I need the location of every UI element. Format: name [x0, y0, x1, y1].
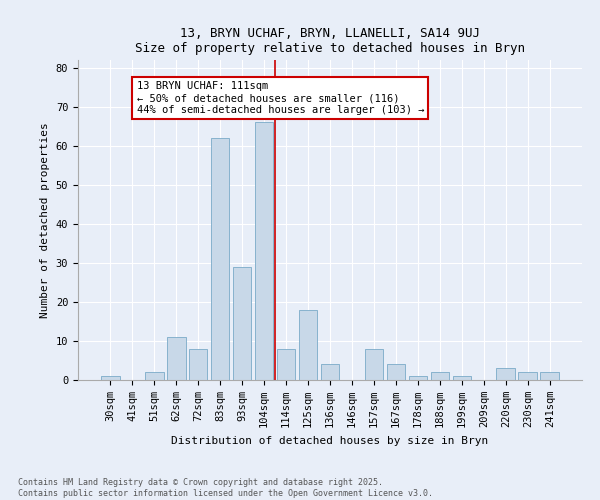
Bar	[431, 372, 449, 380]
Title: 13, BRYN UCHAF, BRYN, LLANELLI, SA14 9UJ
Size of property relative to detached h: 13, BRYN UCHAF, BRYN, LLANELLI, SA14 9UJ…	[135, 26, 525, 54]
X-axis label: Distribution of detached houses by size in Bryn: Distribution of detached houses by size …	[172, 436, 488, 446]
Bar	[452, 376, 471, 380]
Bar	[365, 349, 383, 380]
Text: Contains HM Land Registry data © Crown copyright and database right 2025.
Contai: Contains HM Land Registry data © Crown c…	[18, 478, 433, 498]
Bar	[145, 372, 164, 380]
Bar	[277, 349, 295, 380]
Bar	[541, 372, 559, 380]
Bar	[189, 349, 208, 380]
Bar	[496, 368, 515, 380]
Bar	[320, 364, 340, 380]
Bar	[167, 337, 185, 380]
Y-axis label: Number of detached properties: Number of detached properties	[40, 122, 50, 318]
Bar	[386, 364, 405, 380]
Bar	[255, 122, 274, 380]
Bar	[299, 310, 317, 380]
Text: 13 BRYN UCHAF: 111sqm
← 50% of detached houses are smaller (116)
44% of semi-det: 13 BRYN UCHAF: 111sqm ← 50% of detached …	[137, 82, 424, 114]
Bar	[211, 138, 229, 380]
Bar	[233, 267, 251, 380]
Bar	[518, 372, 537, 380]
Bar	[101, 376, 119, 380]
Bar	[409, 376, 427, 380]
